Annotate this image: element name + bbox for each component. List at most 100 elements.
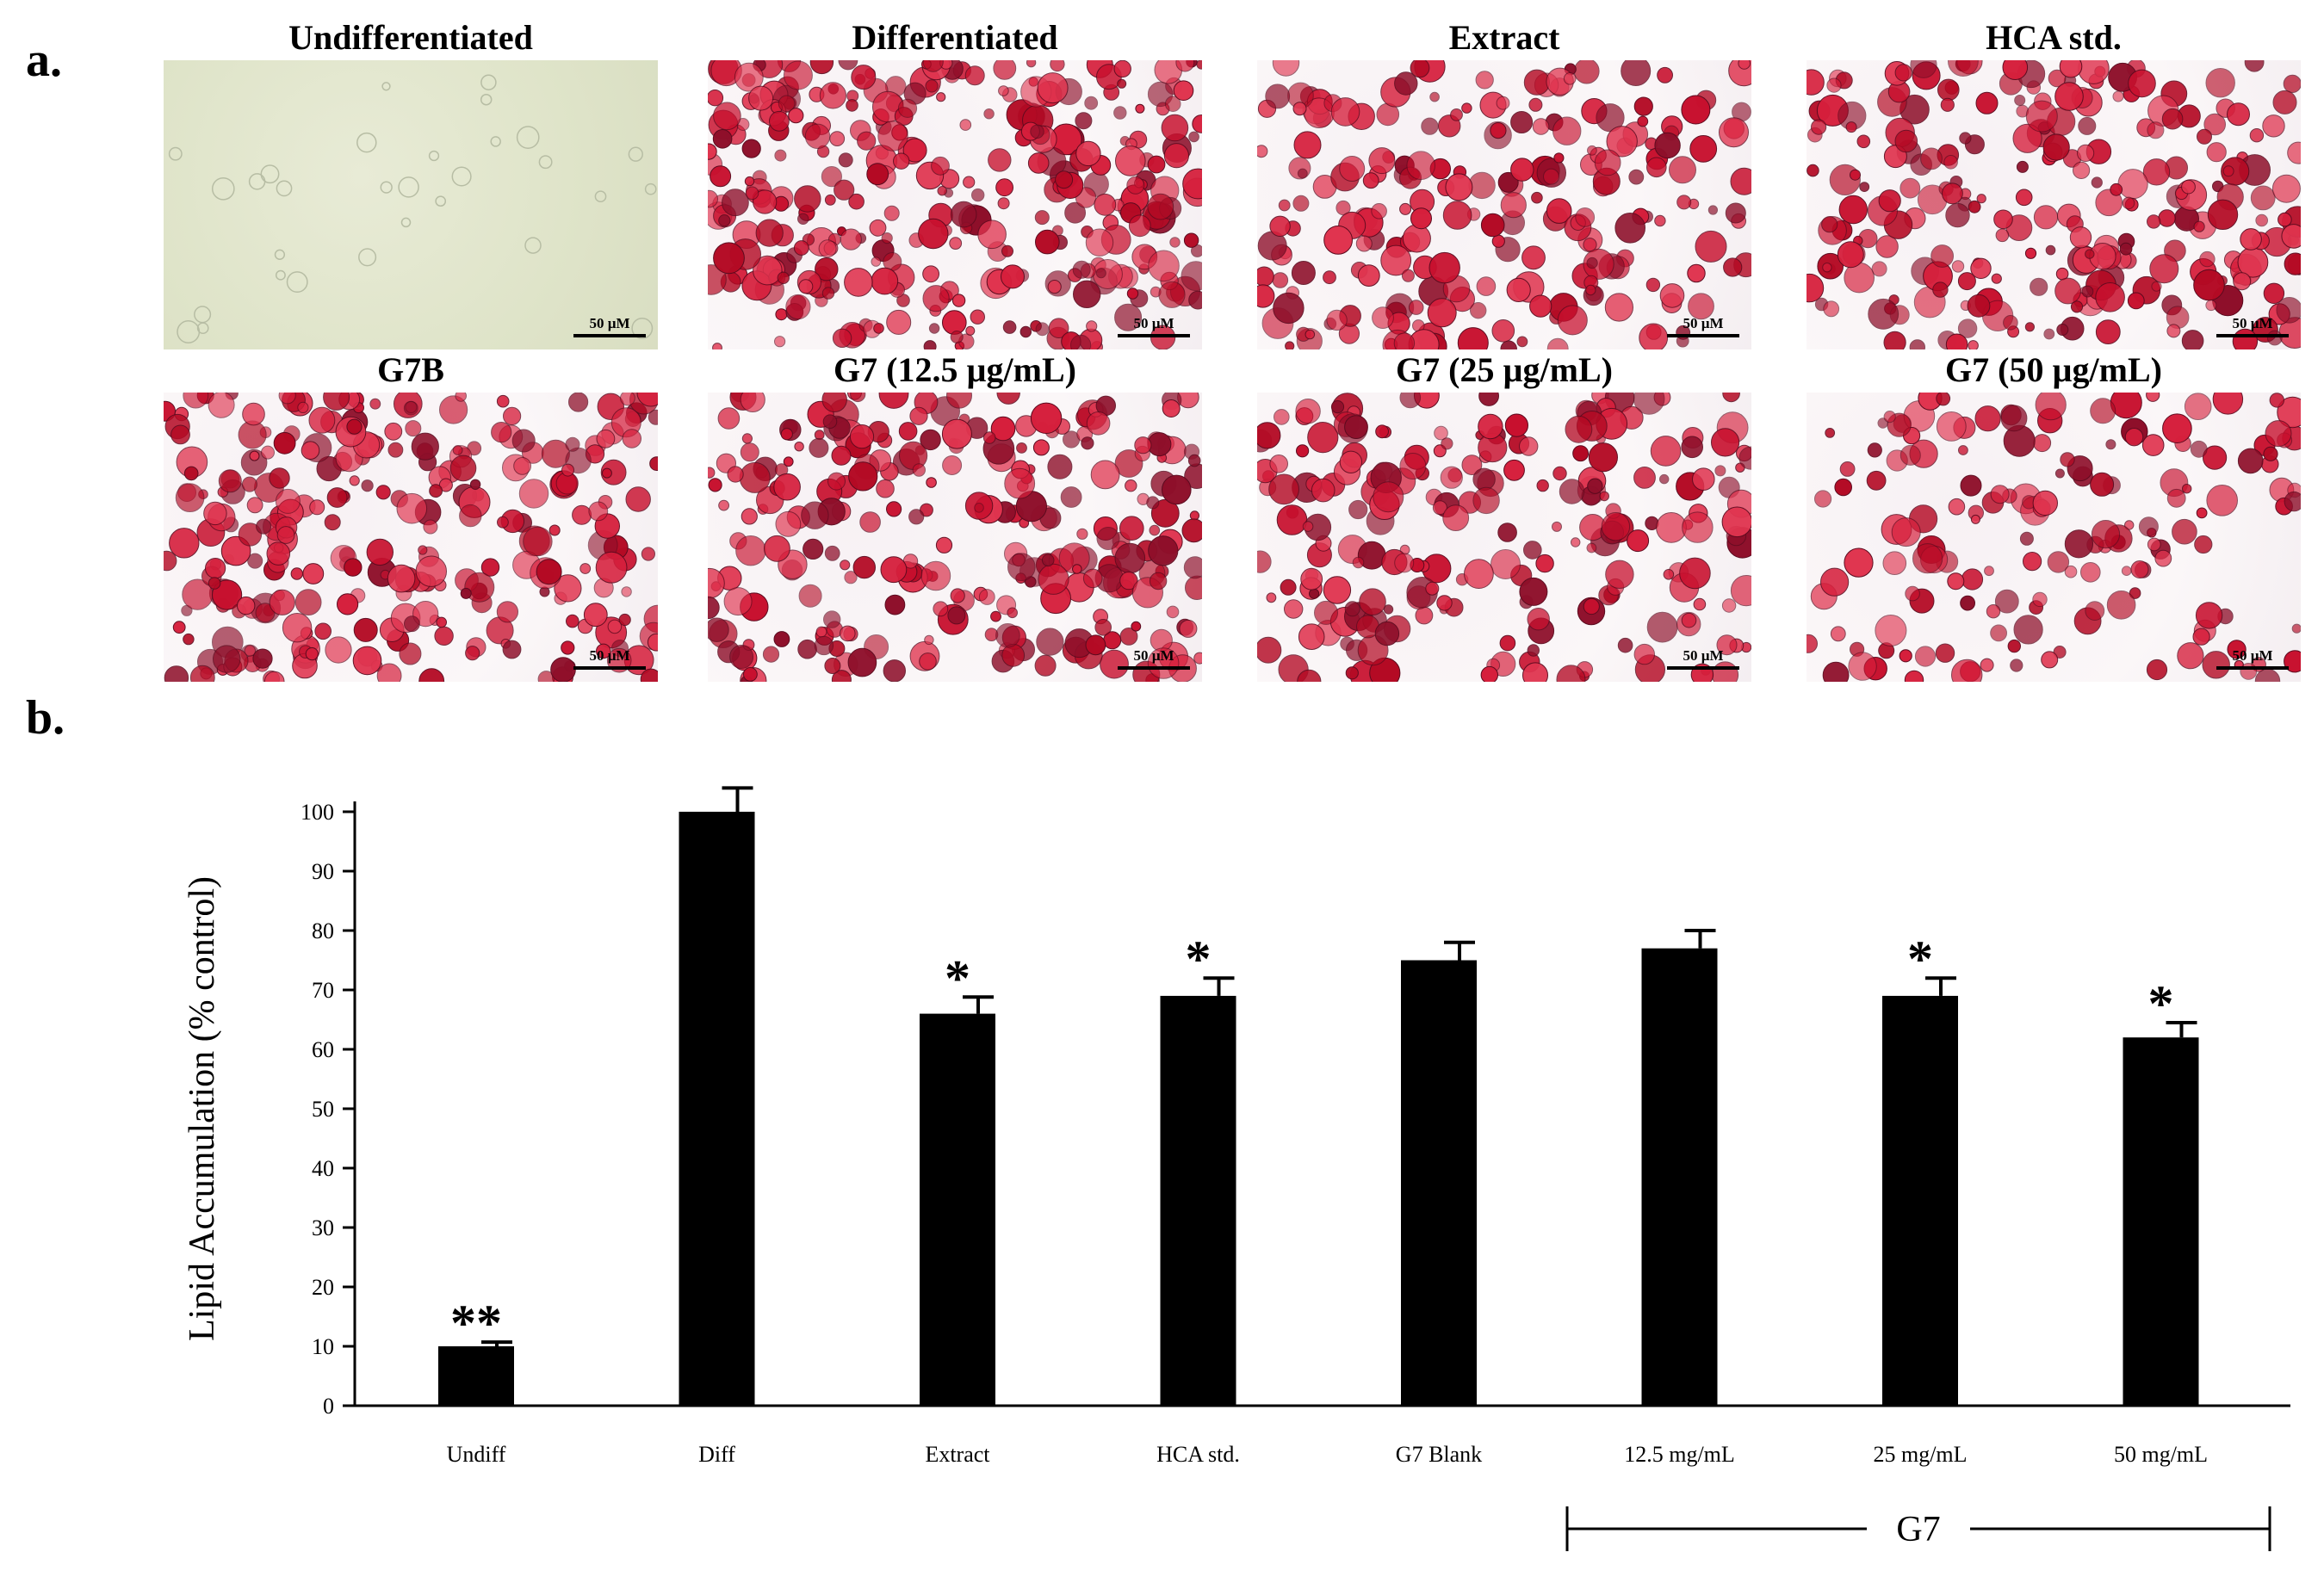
cell-mark: [2069, 226, 2092, 249]
cell-mark: [769, 110, 790, 132]
cell-mark: [1468, 171, 1496, 200]
bar-1: [438, 1346, 514, 1406]
cell-mark: [1432, 500, 1447, 516]
cell-mark: [2244, 60, 2265, 72]
cell-mark: [384, 422, 403, 441]
cell-mark: [579, 563, 592, 574]
cell-mark: [809, 437, 829, 458]
cell-mark: [822, 414, 838, 430]
cell-mark: [275, 488, 301, 514]
cell-mark: [1633, 393, 1665, 415]
significance-mark: *: [1186, 931, 1212, 987]
scale-bar-line: [2216, 666, 2289, 670]
cell-mark: [1527, 608, 1550, 631]
cell-mark: [794, 185, 821, 213]
cell-mark: [1345, 666, 1359, 680]
cell-mark: [1951, 659, 1983, 682]
cell-mark: [1639, 323, 1669, 349]
cell-mark: [1563, 71, 1577, 85]
cell-mark: [625, 486, 651, 512]
cell-mark: [1330, 400, 1345, 414]
cell-mark: [275, 269, 286, 281]
cell-mark: [399, 642, 422, 665]
cell-mark: [2128, 69, 2156, 98]
cell-mark: [2030, 277, 2048, 296]
cell-mark: [1126, 288, 1139, 300]
cell-mark: [1268, 473, 1299, 505]
cell-mark: [429, 484, 443, 498]
cell-mark: [561, 463, 574, 477]
cell-mark: [415, 555, 447, 587]
cell-mark: [2138, 516, 2159, 537]
cell-mark: [2255, 213, 2269, 227]
cell-mark: [2151, 281, 2162, 292]
cell-mark: [2190, 440, 2208, 458]
cell-mark: [1496, 96, 1510, 110]
cell-mark: [269, 589, 295, 615]
cell-mark: [249, 450, 260, 461]
cell-mark: [1894, 64, 1912, 82]
cell-mark: [1269, 455, 1289, 473]
cell-mark: [2024, 322, 2035, 332]
cell-mark: [1904, 670, 1924, 682]
cell-mark: [438, 478, 453, 492]
cell-mark: [846, 99, 858, 112]
cell-mark: [778, 95, 796, 113]
cell-mark: [583, 603, 608, 628]
cell-mark: [218, 469, 242, 493]
cell-mark: [2124, 428, 2144, 447]
cell-mark: [1050, 60, 1065, 72]
cell-mark: [834, 179, 855, 201]
cell-mark: [850, 393, 866, 403]
cell-mark: [1339, 156, 1366, 182]
cell-mark: [840, 560, 851, 571]
cell-mark: [1461, 102, 1472, 114]
cell-mark: [460, 587, 472, 599]
cell-mark: [1503, 459, 1525, 481]
y-tick-label: 40: [312, 1156, 334, 1181]
cell-mark: [596, 429, 616, 448]
cell-mark: [909, 406, 928, 425]
cell-mark: [1546, 337, 1569, 349]
cell-mark: [1441, 437, 1453, 450]
cell-mark: [1375, 424, 1390, 439]
cell-mark: [2250, 185, 2276, 211]
micrograph-label: G7 (12.5 µg/mL): [834, 350, 1076, 389]
cell-mark: [1380, 244, 1412, 276]
cell-mark: [240, 448, 268, 476]
x-tick-label: 50 mg/mL: [2114, 1442, 2208, 1467]
cell-mark: [561, 640, 575, 655]
cell-mark: [2041, 651, 2059, 669]
cell-mark: [1257, 636, 1282, 664]
cell-mark: [1276, 504, 1308, 535]
cell-mark: [1445, 173, 1473, 201]
cell-mark: [774, 336, 786, 348]
cell-mark: [1839, 461, 1856, 477]
cell-mark: [1095, 268, 1106, 279]
cell-mark: [1583, 597, 1600, 615]
cell-mark: [1844, 547, 1874, 578]
cell-mark: [1037, 72, 1069, 104]
cell-mark: [266, 541, 291, 566]
cell-mark: [788, 108, 804, 124]
cell-mark: [2042, 133, 2070, 161]
cell-mark: [356, 132, 377, 153]
scale-bar-label: 50 µM: [1133, 647, 1174, 664]
cell-mark: [1679, 557, 1711, 590]
cell-mark: [1945, 202, 1970, 228]
cell-mark: [1711, 428, 1740, 457]
cell-mark: [2277, 396, 2301, 429]
cell-mark: [1330, 97, 1360, 127]
cell-mark: [400, 217, 412, 228]
cell-mark: [713, 102, 741, 131]
cell-mark: [1352, 556, 1365, 569]
cell-mark: [734, 62, 764, 92]
cell-mark: [2047, 551, 2070, 573]
cell-mark: [1038, 563, 1069, 595]
cell-mark: [990, 610, 1001, 622]
cell-mark: [1146, 496, 1160, 510]
cell-mark: [718, 499, 730, 511]
significance-mark: *: [945, 949, 970, 1006]
cell-mark: [1937, 78, 1960, 102]
cell-mark: [977, 220, 1007, 250]
